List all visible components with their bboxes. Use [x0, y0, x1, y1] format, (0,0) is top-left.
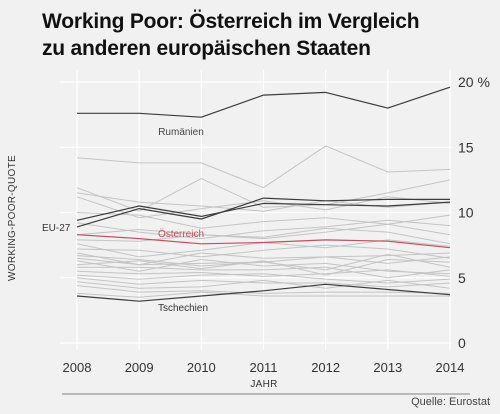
x-tick-label: 2014 — [436, 360, 465, 375]
series-line-18 — [76, 259, 451, 275]
y-tick-label: 20 % — [458, 74, 490, 90]
x-tick-label: 2011 — [250, 360, 278, 375]
series-line-25 — [76, 285, 451, 294]
annotation-oesterreich: Österreich — [158, 228, 204, 240]
y-tick-label: 10 — [458, 205, 474, 221]
x-axis-ticks: 2008 2009 2010 2011 2012 2013 2014 — [63, 360, 465, 375]
series-line-8 — [76, 196, 451, 219]
x-tick-label: 2009 — [125, 360, 154, 375]
series-line-26 — [76, 291, 450, 298]
series-line-22 — [76, 273, 451, 284]
series-line--sterreich — [76, 234, 451, 249]
annotation-rumaenien: Rumänien — [158, 127, 204, 138]
series-line-14 — [76, 244, 451, 259]
series-line-7 — [76, 192, 451, 212]
x-tick-label: 2012 — [311, 360, 340, 375]
grid — [60, 70, 452, 350]
annotations: Rumänien EU-27 Österreich Tschechien — [42, 127, 208, 314]
series-line-tschechien — [76, 283, 451, 302]
series-line-17 — [76, 253, 451, 271]
series-line-20 — [77, 266, 451, 279]
series-line-rum-nien — [77, 86, 451, 118]
annotation-eu27: EU-27 — [42, 223, 71, 234]
y-tick-label: 15 — [458, 139, 474, 155]
series-line-21 — [76, 269, 451, 277]
series-line-24 — [76, 279, 451, 289]
series-line-eu-27 — [76, 197, 450, 228]
series-line-11 — [76, 223, 451, 240]
x-tick-label: 2010 — [187, 360, 216, 375]
y-tick-label: 0 — [458, 335, 466, 351]
series-line-5 — [76, 145, 451, 189]
x-tick-label: 2008 — [63, 360, 92, 375]
series-line-19 — [76, 259, 451, 276]
annotation-tschechien: Tschechien — [158, 303, 208, 314]
chart-title-line1: Working Poor: Österreich im Vergleich — [42, 10, 420, 33]
source-note: Quelle: Eurostat — [411, 396, 490, 408]
chart-title-line2: zu anderen europäischen Staaten — [42, 37, 371, 60]
series-line-6 — [76, 178, 451, 212]
series-layer — [76, 86, 451, 302]
series-line-23 — [76, 277, 451, 288]
x-tick-label: 2013 — [373, 360, 402, 375]
chart-title: Working Poor: Österreich im Vergleich zu… — [42, 8, 492, 62]
y-axis-label: WORKING-POOR-QUOTE — [7, 155, 18, 281]
series-line-4 — [76, 201, 451, 221]
y-axis-ticks: 0 5 10 15 20 % — [458, 74, 490, 351]
series-line-10 — [76, 219, 451, 240]
x-axis-label: JAHR — [250, 379, 277, 390]
y-tick-label: 5 — [458, 270, 466, 286]
series-line-12 — [76, 227, 451, 245]
